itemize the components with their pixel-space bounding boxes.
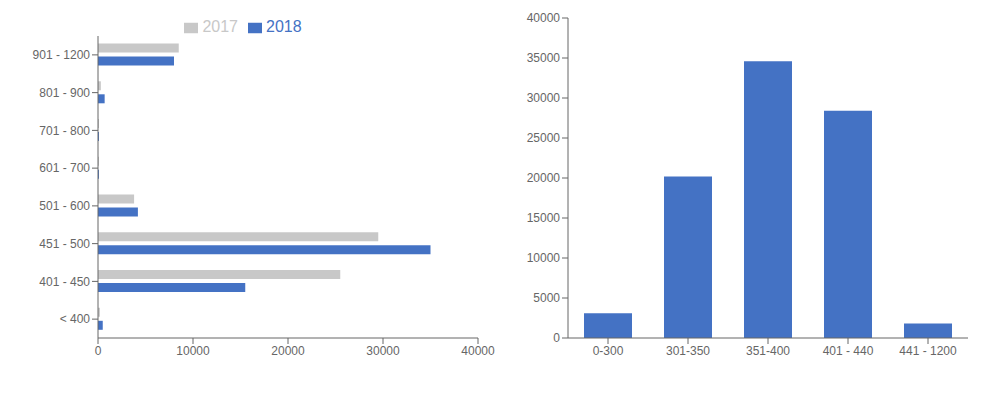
svg-text:5000: 5000 xyxy=(533,291,560,305)
svg-text:10000: 10000 xyxy=(527,251,561,265)
svg-text:15000: 15000 xyxy=(527,211,561,225)
svg-text:401 - 440: 401 - 440 xyxy=(823,344,874,358)
svg-text:20000: 20000 xyxy=(271,344,305,358)
svg-text:901 - 1200: 901 - 1200 xyxy=(33,48,91,62)
svg-text:35000: 35000 xyxy=(527,51,561,65)
html-text:2017: 2017 xyxy=(202,18,238,35)
svg-text:10000: 10000 xyxy=(176,344,210,358)
svg-text:25000: 25000 xyxy=(527,131,561,145)
svg-text:451 - 500: 451 - 500 xyxy=(39,237,90,251)
svg-text:301-350: 301-350 xyxy=(666,344,710,358)
svg-text:701 - 800: 701 - 800 xyxy=(39,124,90,138)
svg-text:401 - 450: 401 - 450 xyxy=(39,275,90,289)
svg-text:20000: 20000 xyxy=(527,171,561,185)
html-text:2018: 2018 xyxy=(266,18,302,35)
svg-text:40000: 40000 xyxy=(461,344,495,358)
svg-text:0: 0 xyxy=(553,331,560,345)
svg-text:801 - 900: 801 - 900 xyxy=(39,86,90,100)
svg-text:0: 0 xyxy=(95,344,102,358)
svg-text:0-300: 0-300 xyxy=(593,344,624,358)
svg-text:30000: 30000 xyxy=(366,344,400,358)
svg-text:40000: 40000 xyxy=(527,11,561,25)
svg-text:351-400: 351-400 xyxy=(746,344,790,358)
svg-text:601 - 700: 601 - 700 xyxy=(39,161,90,175)
svg-text:441 - 1200: 441 - 1200 xyxy=(899,344,957,358)
svg-text:501 - 600: 501 - 600 xyxy=(39,199,90,213)
svg-text:30000: 30000 xyxy=(527,91,561,105)
svg-text:< 400: < 400 xyxy=(60,312,91,326)
